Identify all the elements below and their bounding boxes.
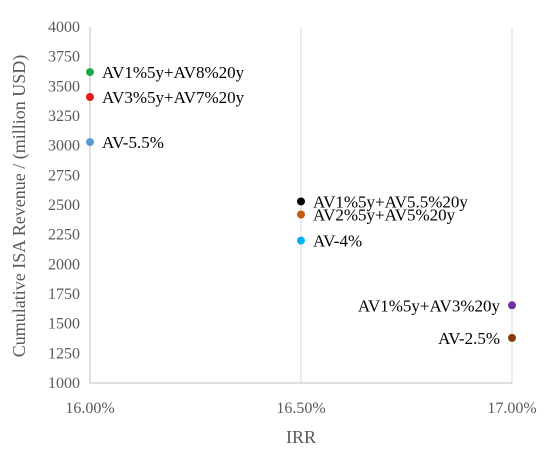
data-label: AV-2.5% — [438, 329, 500, 348]
data-label: AV-4% — [313, 232, 362, 251]
x-tick-label: 16.50% — [276, 400, 325, 417]
data-point — [297, 197, 305, 206]
data-labels: AV1%5y+AV8%20y AV3%5y+AV7%20y AV-5.5% AV1%5… — [102, 63, 500, 348]
x-tick-labels: 16.00% 16.50% 17.00% — [65, 400, 536, 417]
data-label: AV1%5y+AV5.5%20y — [313, 192, 468, 211]
data-point — [86, 93, 94, 102]
y-tick-label: 4000 — [48, 19, 80, 36]
data-points — [86, 68, 516, 342]
y-tick-label: 1000 — [48, 375, 80, 392]
y-tick-label: 3500 — [48, 78, 80, 95]
y-axis-title: Cumulative ISA Revenue / (million USD) — [9, 55, 30, 357]
y-tick-label: 3750 — [48, 49, 80, 66]
x-axis-title: IRR — [286, 427, 316, 447]
data-label: AV-5.5% — [102, 133, 164, 152]
data-label: AV1%5y+AV8%20y — [102, 63, 245, 82]
data-label: AV2%5y+AV5%20y — [313, 205, 456, 224]
data-point — [297, 236, 305, 245]
data-label: AV1%5y+AV3%20y — [358, 296, 501, 315]
y-tick-label: 1500 — [48, 316, 80, 333]
data-point — [508, 301, 516, 310]
data-point — [86, 68, 94, 77]
y-tick-label: 1250 — [48, 345, 80, 362]
y-tick-label: 2750 — [48, 167, 80, 184]
x-tick-label: 16.00% — [65, 400, 114, 417]
y-tick-labels: 1000 1250 1500 1750 2000 2250 2500 2750 3000 3250… — [48, 19, 80, 392]
y-tick-label: 3250 — [48, 108, 80, 125]
y-tick-label: 2500 — [48, 197, 80, 214]
x-tick-label: 17.00% — [487, 400, 536, 417]
data-point — [508, 333, 516, 342]
data-point — [86, 138, 94, 147]
data-label: AV3%5y+AV7%20y — [102, 88, 245, 107]
y-tick-label: 2250 — [48, 227, 80, 244]
y-tick-label: 2000 — [48, 256, 80, 273]
y-tick-label: 3000 — [48, 138, 80, 155]
data-point — [297, 210, 305, 219]
y-tick-label: 1750 — [48, 286, 80, 303]
axes — [89, 27, 512, 384]
